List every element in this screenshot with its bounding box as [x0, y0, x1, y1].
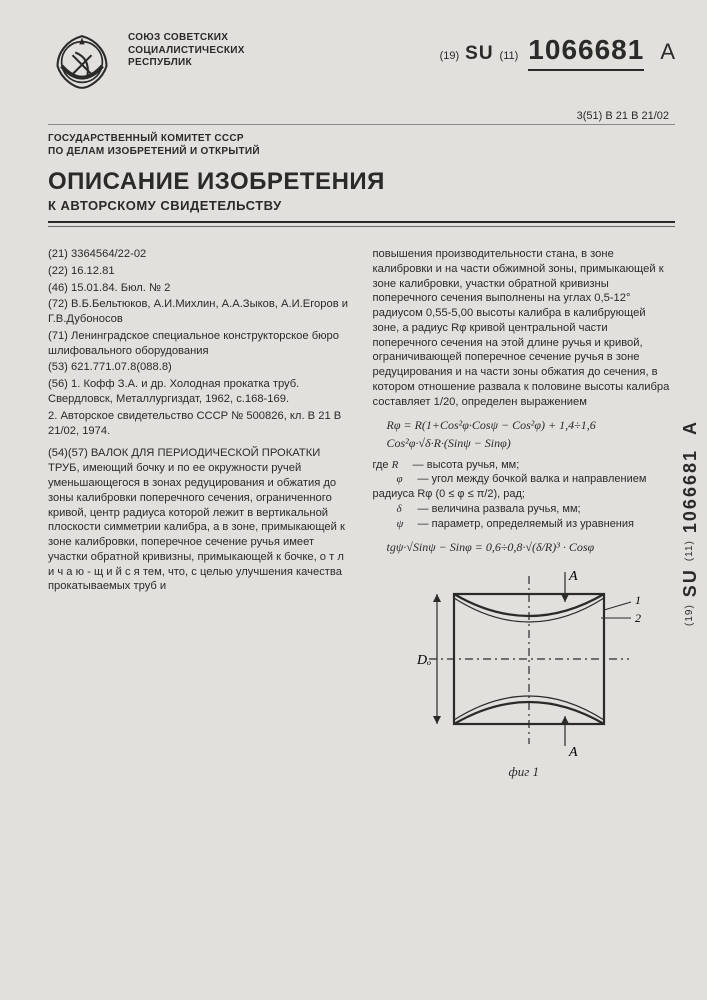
field-56-1: (56) 1. Кофф З.А. и др. Холодная прокатк… — [48, 377, 351, 407]
field-46: (46) 15.01.84. Бюл. № 2 — [48, 281, 351, 296]
field-21: (21) 3364564/22-02 — [48, 247, 351, 262]
formula-1: Rφ = R(1+Cos²φ·Cosψ − Cos²φ) + 1,4÷1,6 C… — [387, 416, 676, 452]
union-line: РЕСПУБЛИК — [128, 57, 428, 70]
union-line: СОЮЗ СОВЕТСКИХ — [128, 32, 428, 45]
where-R: высота ручья, мм; — [427, 459, 520, 471]
patent-number-box: (19) SU (11) 1066681 A — [440, 28, 675, 71]
formula-2: tgψ·√Sinψ − Sinφ = 0,6÷0,8·√(δ/R)³ · Cos… — [387, 538, 676, 556]
field-71: (71) Ленинградское специальное конструкт… — [48, 329, 351, 359]
committee-line: ПО ДЕЛАМ ИЗОБРЕТЕНИЙ И ОТКРЫТИЙ — [48, 146, 260, 159]
arrow-label-top: A — [568, 569, 578, 584]
committee-row: ГОСУДАРСТВЕННЫЙ КОМИТЕТ СССР ПО ДЕЛАМ ИЗ… — [48, 133, 675, 158]
patent-page: СОЮЗ СОВЕТСКИХ СОЦИАЛИСТИЧЕСКИХ РЕСПУБЛИ… — [0, 0, 707, 1000]
code-su: SU — [465, 43, 493, 65]
where-delta: величина развала ручья, мм; — [432, 503, 581, 515]
side-patent-number: (19) SU (11) 1066681 A — [680, 420, 701, 626]
committee-name: ГОСУДАРСТВЕННЫЙ КОМИТЕТ СССР ПО ДЕЛАМ ИЗ… — [48, 133, 260, 158]
classification-line: 3(51) B 21 B 21/02 — [48, 110, 675, 125]
union-name: СОЮЗ СОВЕТСКИХ СОЦИАЛИСТИЧЕСКИХ РЕСПУБЛИ… — [128, 28, 428, 70]
ussr-emblem-icon — [48, 28, 116, 96]
where-label: где — [373, 459, 389, 471]
body-columns: (21) 3364564/22-02 (22) 16.12.81 (46) 15… — [48, 247, 675, 780]
figure-label: фиг 1 — [373, 763, 676, 780]
document-subtitle: К АВТОРСКОМУ СВИДЕТЕЛЬСТВУ — [48, 198, 675, 223]
field-53: (53) 621.771.07.8(088.8) — [48, 360, 351, 375]
where-psi: параметр, определяемый из уравнения — [432, 518, 634, 530]
field-54-57: (54)(57) ВАЛОК ДЛЯ ПЕРИОДИЧЕСКОЙ ПРОКАТК… — [48, 446, 351, 594]
patent-suffix: A — [660, 39, 675, 65]
divider — [48, 226, 675, 227]
code-mid: (11) — [500, 50, 519, 62]
committee-line: ГОСУДАРСТВЕННЫЙ КОМИТЕТ СССР — [48, 133, 260, 146]
abstract-continued: повышения производительности стана, в зо… — [373, 247, 676, 410]
figure-1: A A Dₒ 1 2 фиг 1 — [373, 566, 676, 780]
patent-number: 1066681 — [528, 34, 644, 71]
header-row: СОЮЗ СОВЕТСКИХ СОЦИАЛИСТИЧЕСКИХ РЕСПУБЛИ… — [48, 28, 675, 96]
union-line: СОЦИАЛИСТИЧЕСКИХ — [128, 45, 428, 58]
field-56-2: 2. Авторское свидетельство СССР № 500826… — [48, 409, 351, 439]
document-title: ОПИСАНИЕ ИЗОБРЕТЕНИЯ — [48, 168, 675, 196]
field-72: (72) В.Б.Бельтюков, А.И.Михлин, А.А.Зыко… — [48, 297, 351, 327]
callout-1: 1 — [635, 593, 641, 607]
callout-2: 2 — [635, 611, 641, 625]
field-22: (22) 16.12.81 — [48, 264, 351, 279]
code-prefix: (19) — [440, 50, 460, 62]
arrow-label-bottom: A — [568, 745, 578, 760]
where-block: где R — высота ручья, мм; φ — угол между… — [373, 458, 676, 532]
left-column: (21) 3364564/22-02 (22) 16.12.81 (46) 15… — [48, 247, 351, 780]
dimension-label: Dₒ — [416, 653, 431, 668]
right-column: повышения производительности стана, в зо… — [373, 247, 676, 780]
